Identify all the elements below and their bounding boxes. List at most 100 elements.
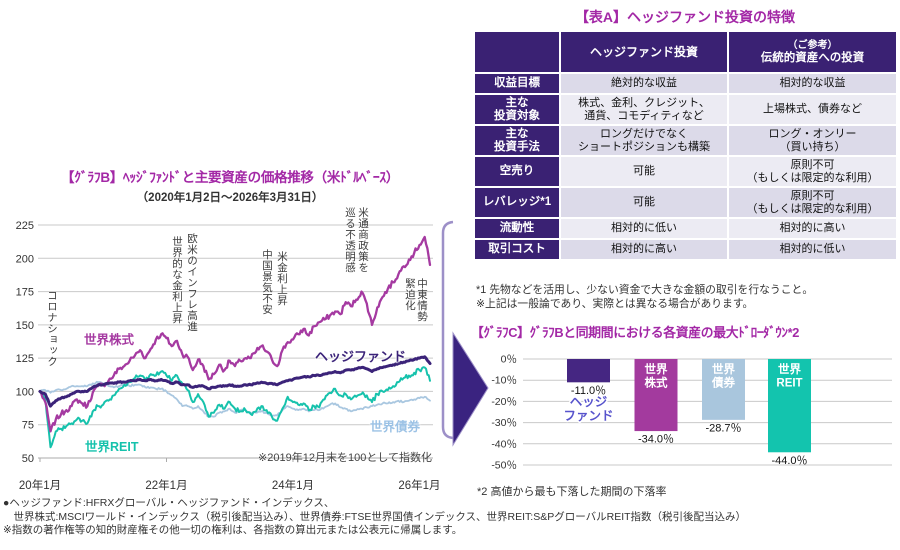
chart-annotation: 米金利上昇 xyxy=(276,251,288,306)
y-tick-label: -20％ xyxy=(491,396,517,408)
bar-value-label: -34.0％ xyxy=(638,434,674,446)
bar-2 xyxy=(702,359,745,420)
y-tick-label: -30％ xyxy=(491,417,517,429)
footer-line-2: 世界株式:MSCIワールド・インデックス（税引後配当込み）、世界債券:FTSE世… xyxy=(3,510,747,523)
bar-category-label: ファンド xyxy=(563,409,613,423)
row-label-cell: 収益目標 xyxy=(475,74,559,93)
graphC-title: 【ｸﾞﾗﾌC】ｸﾞﾗﾌBと同期間における各資産の最大ﾄﾞﾛｰﾀﾞｳﾝ*2 xyxy=(471,325,800,340)
table-header-row: ヘッジファンド投資 （ご参考） 伝統的資産への投資 xyxy=(475,32,896,72)
y-tick-label: -10％ xyxy=(491,375,517,387)
row-label-cell: レバレッジ*1 xyxy=(475,188,559,217)
traditional-value-cell: 相対的に低い xyxy=(729,240,896,259)
tableA: ヘッジファンド投資 （ご参考） 伝統的資産への投資 収益目標 絶対的な収益 相対的な収益主… xyxy=(473,30,898,261)
table-row: 主な 投資手法 ロングだけでなく ショートポジションも構築 ロング・オンリー （買い… xyxy=(475,126,896,155)
traditional-value-cell: 相対的に高い xyxy=(729,219,896,238)
y-tick-label: 125 xyxy=(16,353,34,365)
series-label: 世界REIT xyxy=(85,440,139,454)
chart-annotation: 巡る不透明感 xyxy=(344,207,356,273)
bar-1 xyxy=(634,359,678,432)
chart-annotation: 中東情勢 xyxy=(416,278,428,322)
column-header-traditional: （ご参考） 伝統的資産への投資 xyxy=(729,32,896,72)
y-tick-label: -40％ xyxy=(491,438,517,450)
bracket-arrow xyxy=(441,220,489,447)
footer-line-1: ●ヘッジファンド:HFRXグローバル・ヘッジファンド・インデックス、 xyxy=(3,497,335,509)
hedge-fund-value-cell: 可能 xyxy=(561,188,727,217)
chart-annotation: 世界的な金利上昇 xyxy=(171,236,183,324)
row-label-cell: 流動性 xyxy=(475,219,559,238)
graphC-note: *2 高値から最も下落した期間の下落率 xyxy=(477,486,667,498)
x-tick-label: 24年1月 xyxy=(272,478,314,492)
hedge-fund-value-cell: ロングだけでなく ショートポジションも構築 xyxy=(561,126,727,155)
graphB-title: 【ｸﾞﾗﾌB】ﾍｯｼﾞﾌｧﾝﾄﾞと主要資産の価格推移（米ﾄﾞﾙﾍﾞｰｽ） xyxy=(61,170,399,185)
y-tick-label: 75 xyxy=(22,420,34,432)
y-tick-label: 225 xyxy=(16,220,34,232)
chart-annotation: 欧米のインフレ高進 xyxy=(186,233,198,332)
table-row: 取引コスト 相対的に高い 相対的に低い xyxy=(475,240,896,259)
chart-annotation: コロナショック xyxy=(46,290,58,367)
traditional-value-cell: 原則不可 （もしくは限定的な利用） xyxy=(729,188,896,217)
bar-0 xyxy=(567,359,610,383)
traditional-value-cell: 原則不可 （もしくは限定的な利用） xyxy=(729,157,896,186)
tableA-title: 【表A】ヘッジファンド投資の特徴 xyxy=(574,9,796,25)
series-line-3 xyxy=(39,366,431,449)
hedge-fund-value-cell: 株式、金利、クレジット、 通貨、コモディティなど xyxy=(561,95,727,124)
table-corner-cell xyxy=(475,32,559,72)
tableA-note-2: ※上記は一般論であり、実際とは異なる場合があります。 xyxy=(476,298,754,310)
chart-annotation: 緊迫化 xyxy=(404,278,416,311)
footer-notes: ●ヘッジファンド:HFRXグローバル・ヘッジファンド・インデックス、 世界株式:… xyxy=(3,497,746,538)
series-label: ヘッジファンド xyxy=(315,349,407,364)
column-header-note: （ご参考） xyxy=(787,39,838,51)
right-arrow-icon xyxy=(452,331,489,447)
tableA-note-1: *1 先物などを活用し、少ない資金で大きな金額の取引を行なうこと。 xyxy=(476,284,814,296)
table-row: 収益目標 絶対的な収益 相対的な収益 xyxy=(475,74,896,93)
graphB-subtitle: （2020年1月2日～2026年3月31日） xyxy=(136,192,324,204)
bar-inner-label: 債券 xyxy=(711,376,735,390)
chart-annotation: 米通商政策を xyxy=(357,207,369,273)
row-label-cell: 空売り xyxy=(475,157,559,186)
y-tick-label: 0％ xyxy=(501,354,517,366)
x-tick-label: 26年1月 xyxy=(398,478,440,492)
row-label-cell: 主な 投資手法 xyxy=(475,126,559,155)
column-header-hedge-fund: ヘッジファンド投資 xyxy=(561,32,727,72)
traditional-value-cell: 上場株式、債券など xyxy=(729,95,896,124)
traditional-value-cell: 相対的な収益 xyxy=(729,74,896,93)
series-label: 世界債券 xyxy=(370,420,421,434)
graphB-index-note: ※2019年12月末を100として指数化 xyxy=(258,452,432,464)
y-tick-label: 150 xyxy=(16,320,34,332)
table-row: レバレッジ*1 可能 原則不可 （もしくは限定的な利用） xyxy=(475,188,896,217)
bar-3 xyxy=(768,359,811,453)
bar-inner-label: REIT xyxy=(776,378,802,390)
series-line-1 xyxy=(38,355,432,408)
x-tick-label: 22年1月 xyxy=(145,478,187,492)
bar-inner-label: 世界 xyxy=(712,362,735,376)
y-tick-label: -50％ xyxy=(491,460,517,472)
bar-category-label: ヘッジ xyxy=(570,395,608,409)
graphC-bar-chart: 0％ -10％ -20％ -30％ -40％ -50％ -11.0％ 世界株式 -34.0％ 世界… xyxy=(491,354,892,472)
bracket-brace xyxy=(441,220,454,440)
graphB-line-chart: 225 200 175 150 125 100 75 50 20年1月 22年1月 24年1月 26年… xyxy=(16,220,441,492)
hedge-fund-value-cell: 絶対的な収益 xyxy=(561,74,727,93)
hedge-fund-value-cell: 相対的に低い xyxy=(561,219,727,238)
row-label-cell: 主な 投資対象 xyxy=(475,95,559,124)
column-header-traditional-label: 伝統的資産への投資 xyxy=(760,51,865,64)
hedge-fund-value-cell: 可能 xyxy=(561,157,727,186)
y-tick-label: 50 xyxy=(22,453,34,465)
bar-inner-label: 世界 xyxy=(778,362,801,376)
footer-line-3: ※指数の著作権等の知的財産権その他一切の権利は、各指数の算出元または公表元に帰属… xyxy=(3,524,463,536)
bar-value-label: -11.0％ xyxy=(571,385,606,397)
bar-value-label: -44.0％ xyxy=(771,455,807,467)
y-tick-label: 200 xyxy=(16,253,34,265)
traditional-value-cell: ロング・オンリー （買い持ち） xyxy=(729,126,896,155)
y-tick-label: 100 xyxy=(16,386,34,398)
bar-inner-label: 世界 xyxy=(645,362,668,376)
y-tick-label: 175 xyxy=(16,287,34,299)
chart-annotation: 中国景気不安 xyxy=(261,249,273,315)
table-row: 主な 投資対象 株式、金利、クレジット、 通貨、コモディティなど 上場株式、債券など xyxy=(475,95,896,124)
table-row: 空売り 可能 原則不可 （もしくは限定的な利用） xyxy=(475,157,896,186)
hedge-fund-value-cell: 相対的に高い xyxy=(561,240,727,259)
bar-value-label: -28.7％ xyxy=(705,422,741,434)
tableA-notes: *1 先物などを活用し、少ない資金で大きな金額の取引を行なうこと。 ※上記は一般… xyxy=(476,283,813,311)
row-label-cell: 取引コスト xyxy=(475,240,559,259)
bar-inner-label: 株式 xyxy=(645,376,668,390)
